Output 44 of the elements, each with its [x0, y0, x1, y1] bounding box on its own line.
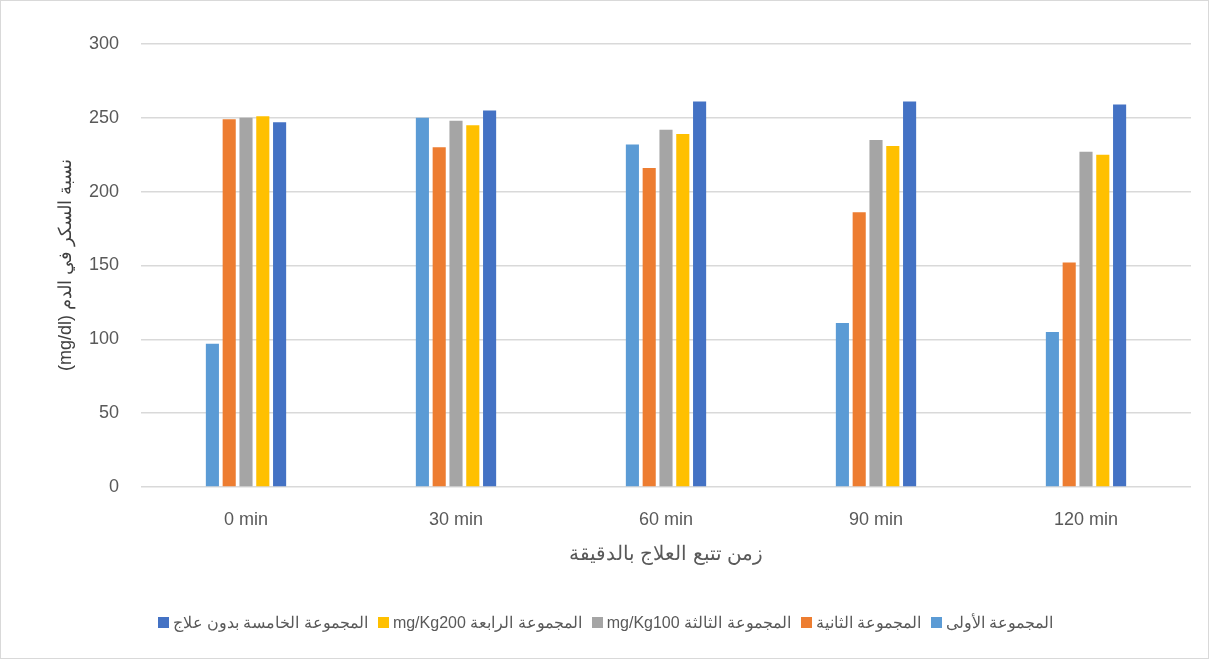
bar [239, 117, 253, 487]
legend-label: المجموعة الثانية [815, 613, 921, 632]
bar [432, 147, 446, 487]
x-tick-label: 90 min [848, 508, 904, 529]
legend-label: المجموعة الرابعة mg/Kg200 [392, 613, 582, 632]
bar [659, 129, 673, 487]
bar [256, 116, 270, 487]
bar [273, 122, 287, 487]
x-tick-label: 0 min [223, 508, 269, 529]
x-axis-title: زمن تتبع العلاج بالدقيقة [567, 541, 765, 565]
bar [1079, 151, 1093, 487]
x-tick-label: 120 min [1053, 508, 1119, 529]
bar [1062, 262, 1076, 487]
bar [205, 343, 219, 487]
bar [1113, 104, 1127, 487]
y-tick-label: 200 [88, 180, 119, 201]
bar [415, 117, 429, 487]
y-tick-label: 100 [88, 328, 119, 349]
bar [886, 145, 900, 487]
bar [693, 101, 707, 487]
bar [835, 323, 849, 487]
bar [869, 139, 883, 487]
y-axis-title: نسبة السكر في الدم (mg/dl) [54, 158, 76, 372]
bar [1096, 154, 1110, 487]
bar [222, 119, 236, 487]
y-tick-label: 0 [108, 475, 119, 496]
y-tick-label: 50 [98, 402, 119, 423]
bar [852, 212, 866, 487]
x-tick-label: 60 min [638, 508, 694, 529]
bar [483, 110, 497, 487]
bar [466, 125, 480, 487]
bar [625, 144, 639, 487]
bar [1045, 331, 1059, 487]
bar [676, 134, 690, 487]
legend-label: المجموعة الخامسة بدون علاج [172, 613, 368, 632]
y-tick-label: 250 [88, 106, 119, 127]
bar [642, 168, 656, 487]
y-tick-label: 300 [88, 32, 119, 53]
legend-label: المجموعة الأولى [946, 613, 1054, 632]
y-tick-label: 150 [88, 254, 119, 275]
legend-label: المجموعة الثالثة mg/Kg100 [606, 613, 791, 632]
bar [449, 120, 463, 487]
bar [903, 101, 917, 487]
x-tick-label: 30 min [428, 508, 484, 529]
